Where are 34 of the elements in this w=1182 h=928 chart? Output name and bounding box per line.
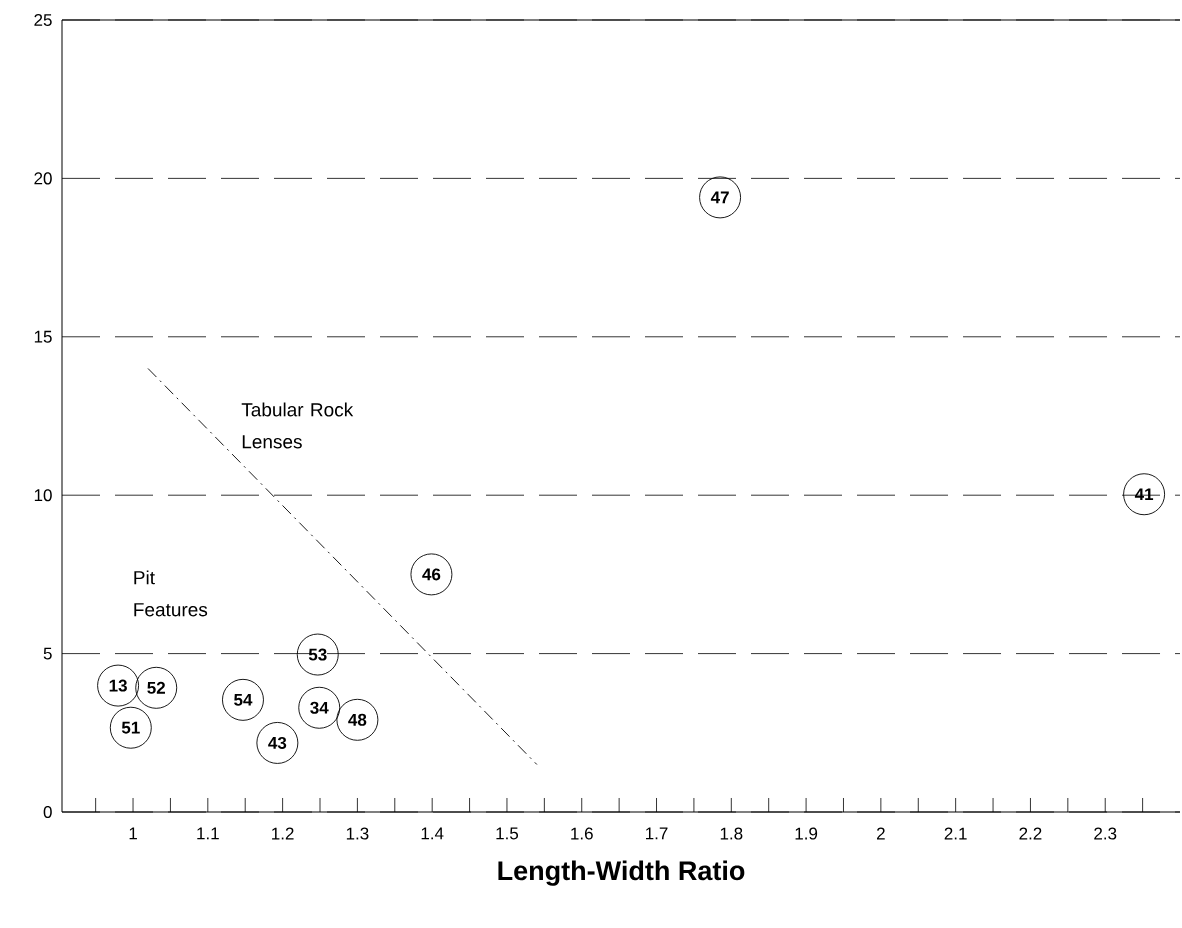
x-tick-label: 1.5 xyxy=(496,827,519,840)
x-tick-label: 1.1 xyxy=(197,827,219,840)
x-tick-label: 1.9 xyxy=(795,827,818,840)
annotation: 48 xyxy=(348,713,367,726)
annotation: 47 xyxy=(710,191,729,204)
annotation: 54 xyxy=(234,693,253,706)
y-tick-label: 10 xyxy=(34,489,52,502)
x-tick-label: 1.8 xyxy=(720,827,743,840)
x-tick-label: 2.3 xyxy=(1094,827,1117,840)
annotation: 51 xyxy=(121,721,140,734)
x-tick-label: 1.2 xyxy=(272,827,294,840)
x-tick-label: 2 xyxy=(877,827,885,840)
annotation: 41 xyxy=(1134,488,1154,501)
annotation: Pit Features xyxy=(134,570,208,617)
annotation: 13 xyxy=(109,679,127,692)
x-tick-label: 1.6 xyxy=(571,827,593,840)
y-tick-label: 25 xyxy=(34,13,52,27)
y-tick-label: 5 xyxy=(43,647,52,660)
annotation: 46 xyxy=(422,568,441,581)
x-tick-label: 1.3 xyxy=(346,827,369,840)
x-tick-label: 1.4 xyxy=(421,827,444,840)
annotation: 34 xyxy=(310,701,329,714)
x-tick-label: 2.1 xyxy=(944,827,967,840)
x-axis-title: Length-Width Ratio xyxy=(498,860,745,886)
annotation: 43 xyxy=(268,736,287,749)
y-tick-label: 20 xyxy=(34,172,52,185)
annotation: 52 xyxy=(147,681,165,694)
x-tick-label: 2.2 xyxy=(1019,827,1042,840)
x-tick-label: 1.7 xyxy=(646,827,668,840)
annotation: Tabular Rock Lenses xyxy=(241,402,354,449)
y-tick-label: 15 xyxy=(34,330,52,343)
x-tick-label: 1 xyxy=(129,827,137,840)
y-tick-label: 0 xyxy=(43,805,52,819)
annotation: 53 xyxy=(308,648,327,661)
